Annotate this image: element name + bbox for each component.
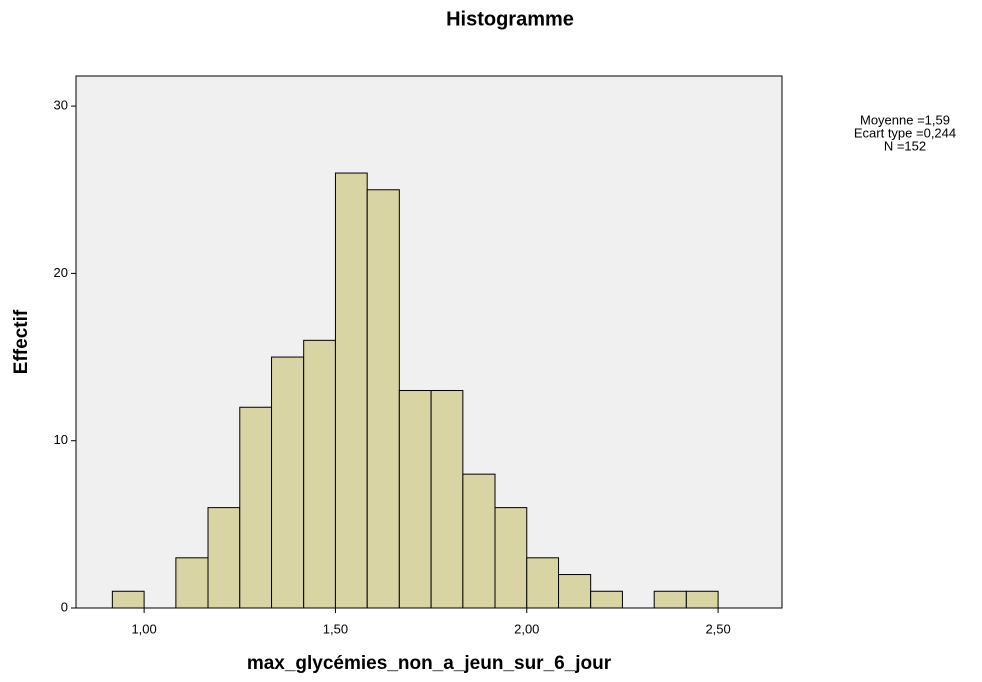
bar (685, 590, 719, 609)
x-tick-label: 1,50 (323, 621, 348, 636)
bar (590, 590, 623, 609)
stat-annotation: Moyenne =1,59 (860, 112, 950, 127)
y-tick-label: 20 (54, 265, 68, 280)
y-tick-label: 10 (54, 432, 68, 447)
bar (111, 590, 145, 609)
chart-title: Histogramme (446, 8, 574, 30)
bar (653, 590, 687, 609)
bar (366, 189, 400, 609)
bar (303, 339, 336, 609)
x-tick-label: 1,00 (131, 621, 156, 636)
bar (462, 473, 496, 609)
x-axis-title: max_glycémies_non_a_jeun_sur_6_jour (247, 653, 612, 674)
y-tick-label: 0 (61, 599, 68, 614)
bar (430, 390, 464, 609)
bar (334, 172, 368, 609)
bar (558, 574, 592, 609)
x-tick-label: 2,00 (514, 621, 539, 636)
y-axis-title: Effectif (11, 309, 32, 374)
stat-annotation: Ecart type =0,244 (854, 125, 956, 140)
bar (175, 557, 209, 609)
bar (207, 507, 241, 609)
bar (239, 406, 273, 609)
bar (398, 390, 432, 609)
bar (494, 507, 528, 609)
bar (271, 356, 305, 609)
stat-annotation: N =152 (884, 138, 926, 153)
bar (526, 557, 560, 609)
y-tick-label: 30 (54, 98, 68, 113)
x-tick-label: 2,50 (705, 621, 730, 636)
